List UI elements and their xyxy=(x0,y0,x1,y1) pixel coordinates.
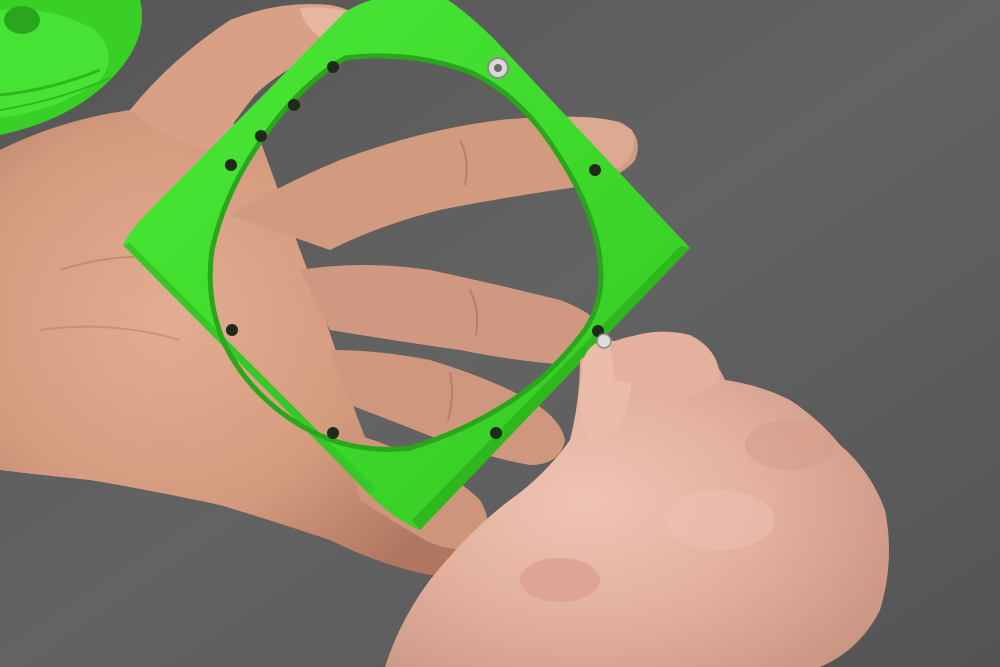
mounting-hole xyxy=(589,164,601,176)
mounting-hole xyxy=(327,61,339,73)
mounting-hole xyxy=(288,99,300,111)
mounting-hole xyxy=(327,427,339,439)
screw-head xyxy=(487,57,509,79)
mounting-hole xyxy=(225,159,237,171)
mounting-hole xyxy=(255,130,267,142)
mounting-hole xyxy=(490,427,502,439)
green-fan-adapter-frame xyxy=(123,0,690,530)
screw-in-fingers xyxy=(596,333,612,349)
green-printed-part-background xyxy=(0,0,142,135)
right-hand xyxy=(385,331,889,667)
mounting-hole xyxy=(226,324,238,336)
